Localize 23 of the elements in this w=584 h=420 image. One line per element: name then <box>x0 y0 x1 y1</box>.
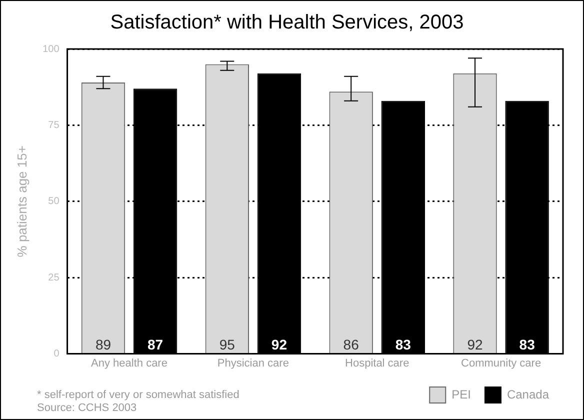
data-label: 86 <box>343 336 360 353</box>
x-tick-label: Hospital care <box>345 357 410 370</box>
legend-label: Canada <box>506 387 550 402</box>
x-tick-label: Physician care <box>217 357 289 370</box>
x-tick-label: Community care <box>460 357 542 370</box>
x-tick-label: Any health care <box>91 357 168 370</box>
text: * self-report of very or somewhat satisfied <box>37 389 240 401</box>
y-tick-label: 0 <box>54 348 60 360</box>
data-label: 92 <box>467 336 484 353</box>
y-axis-title: % patients age 15+ <box>14 146 30 258</box>
y-tick-label: 25 <box>48 272 60 284</box>
data-label: 89 <box>95 336 112 353</box>
data-label: 87 <box>147 336 164 353</box>
data-label: 83 <box>395 336 412 353</box>
source-note: Source: CCHS 2003 <box>37 402 137 414</box>
data-label: 92 <box>271 336 288 353</box>
data-label: 83 <box>519 336 536 353</box>
y-tick-label: 75 <box>48 120 60 131</box>
chart-title: Satisfaction* with Health Services, 2003 <box>110 12 464 34</box>
legend-label: PEI <box>452 387 471 402</box>
y-tick-label: 50 <box>48 196 60 208</box>
y-tick-label: 100 <box>42 44 60 55</box>
data-label: 95 <box>219 336 236 353</box>
